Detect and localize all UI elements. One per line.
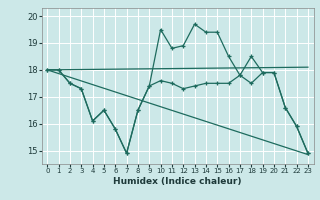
X-axis label: Humidex (Indice chaleur): Humidex (Indice chaleur): [113, 177, 242, 186]
